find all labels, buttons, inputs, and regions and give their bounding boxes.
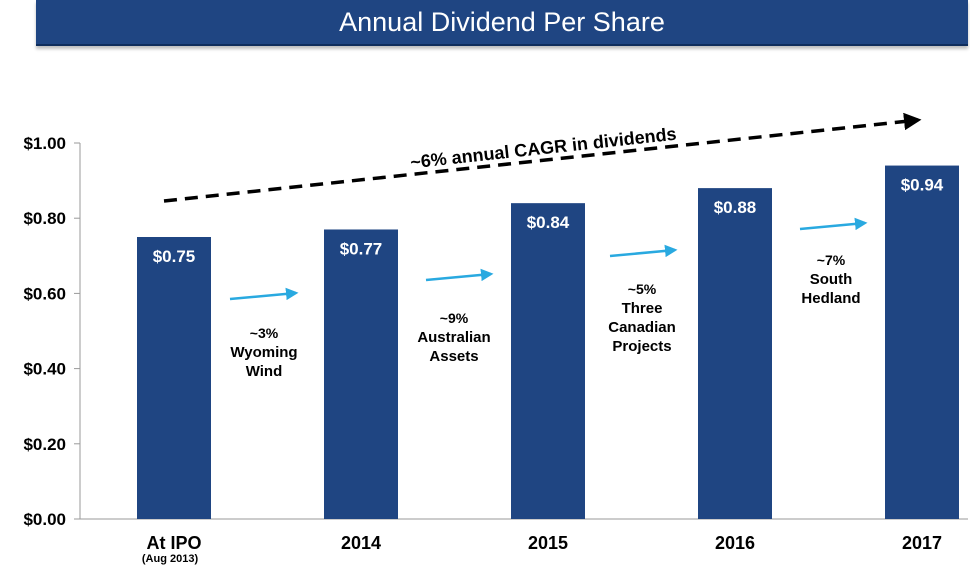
trend-arrow: [163, 112, 922, 203]
x-tick-label: 2016: [715, 533, 755, 553]
bar: [511, 203, 585, 519]
growth-annotation: Australian: [417, 329, 490, 346]
growth-annotation: Three: [622, 300, 663, 317]
bar: [885, 165, 959, 519]
bar: [324, 229, 398, 520]
x-tick-label: 2015: [528, 533, 568, 553]
growth-arrow: [425, 268, 494, 282]
growth-annotation: Hedland: [801, 290, 860, 307]
bar-value-label: $0.84: [527, 213, 570, 232]
x-tick-label: 2017: [902, 533, 942, 553]
growth-annotation: Wyoming: [230, 344, 297, 361]
growth-annotation: Wind: [246, 363, 283, 380]
y-tick-label: $0.60: [23, 284, 66, 303]
page-title: Annual Dividend Per Share: [339, 6, 665, 37]
y-tick-label: $0.00: [23, 510, 66, 529]
bar-value-label: $0.94: [901, 176, 944, 195]
trend-label: ~6% annual CAGR in dividends: [409, 124, 677, 173]
bar-value-label: $0.75: [153, 247, 196, 266]
bar-value-label: $0.88: [714, 198, 757, 217]
growth-annotation: Assets: [429, 348, 478, 365]
bar: [137, 237, 211, 519]
growth-annotation: South: [810, 271, 853, 288]
growth-annotation: Canadian: [608, 319, 676, 336]
title-banner: Annual Dividend Per Share: [36, 0, 968, 46]
growth-arrow: [229, 287, 299, 301]
y-tick-label: $0.20: [23, 435, 66, 454]
x-tick-sublabel: (Aug 2013): [142, 553, 199, 565]
x-tick-label: 2014: [341, 533, 381, 553]
growth-arrow: [609, 244, 678, 258]
bar-value-label: $0.77: [340, 239, 383, 258]
growth-arrow: [799, 217, 868, 231]
y-tick-label: $0.80: [23, 209, 66, 228]
y-tick-label: $1.00: [23, 134, 66, 153]
growth-annotation: ~3%: [250, 325, 279, 341]
growth-annotation: Projects: [612, 338, 671, 355]
growth-annotation: ~5%: [628, 281, 657, 297]
y-tick-label: $0.40: [23, 360, 66, 379]
growth-annotation: ~7%: [817, 252, 846, 268]
x-tick-label: At IPO: [146, 533, 201, 553]
growth-annotation: ~9%: [440, 310, 469, 326]
bar: [698, 188, 772, 519]
